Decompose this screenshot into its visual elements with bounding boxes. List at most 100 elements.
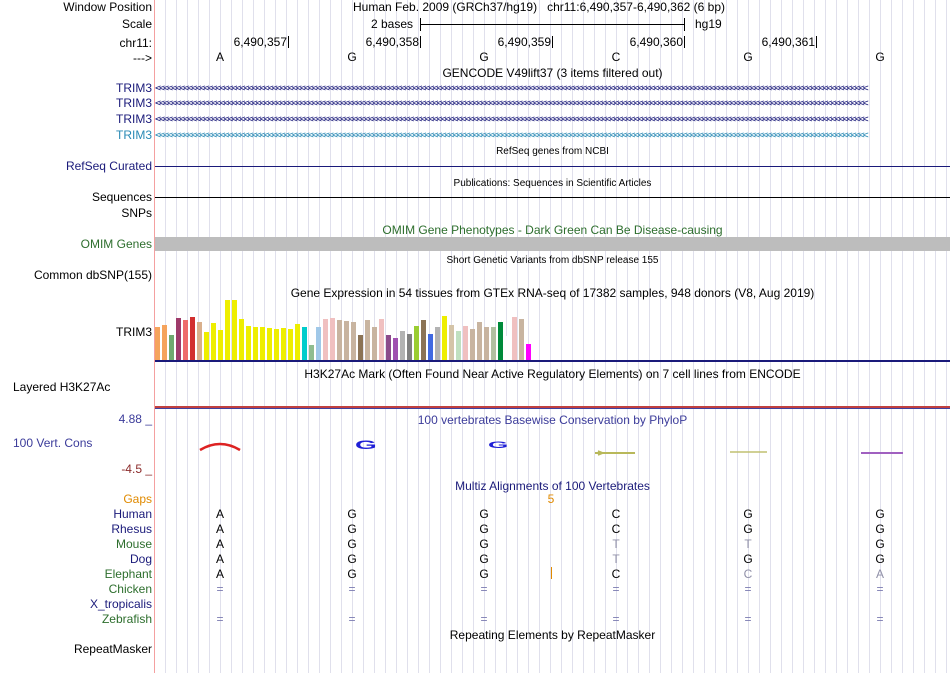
gencode-track-title[interactable]: GENCODE V49lift37 (3 items filtered out) [442,66,663,80]
gencode-intron-arrows[interactable]: <<<<<<<<<<<<<<<<<<<<<<<<<<<<<<<<<<<<<<<<… [155,84,869,93]
gtex-tissue-bar[interactable] [176,318,181,360]
multiz-track-title[interactable]: Multiz Alignments of 100 Vertebrates [455,479,650,493]
gtex-tissue-bar[interactable] [225,300,230,360]
gtex-tissue-bar[interactable] [421,320,426,360]
gtex-tissue-bar[interactable] [470,329,475,360]
h3k27ac-label[interactable]: Layered H3K27Ac [13,380,111,394]
species-label[interactable]: Dog [129,552,152,566]
snps-label[interactable]: SNPs [121,206,152,220]
gtex-tissue-bar[interactable] [456,331,461,360]
sequences-label[interactable]: Sequences [91,190,152,204]
gtex-tissue-bar[interactable] [442,316,447,360]
gtex-tissue-bar[interactable] [365,320,370,360]
dbsnp-track-title[interactable]: Short Genetic Variants from dbSNP releas… [446,255,659,266]
alignment-base: G [347,537,357,551]
gencode-gene-label[interactable]: TRIM3 [116,96,152,110]
gtex-tissue-bar[interactable] [204,332,209,360]
gtex-tissue-bar[interactable] [512,317,517,360]
gtex-tissue-bar[interactable] [428,334,433,360]
omim-label[interactable]: OMIM Genes [80,237,152,251]
gtex-tissue-bar[interactable] [344,321,349,360]
alignment-base: G [743,507,753,521]
gtex-tissue-bar[interactable] [155,327,160,360]
gtex-tissue-bar[interactable] [169,335,174,360]
gtex-tissue-bar[interactable] [407,334,412,360]
h3k27ac-track-title[interactable]: H3K27Ac Mark (Often Found Near Active Re… [304,367,801,381]
gtex-tissue-bar[interactable] [477,322,482,360]
gtex-tissue-bar[interactable] [463,326,468,360]
gtex-track-title[interactable]: Gene Expression in 54 tissues from GTEx … [290,286,815,300]
gtex-tissue-bar[interactable] [274,329,279,360]
species-label[interactable]: Rhesus [111,522,152,536]
phylop-label[interactable]: 100 Vert. Cons [13,436,93,450]
gtex-tissue-bar[interactable] [239,319,244,360]
gtex-tissue-bar[interactable] [190,317,195,360]
species-label[interactable]: Mouse [115,537,152,551]
coord-tick [684,36,685,48]
gtex-tissue-bar[interactable] [484,327,489,360]
alignment-base: G [347,522,357,536]
gtex-tissue-bar[interactable] [505,336,510,360]
gtex-tissue-bar[interactable] [183,320,188,360]
refseq-label[interactable]: RefSeq Curated [65,159,152,173]
gtex-tissue-bar[interactable] [400,331,405,360]
gtex-tissue-bar[interactable] [218,330,223,360]
gtex-gene-label[interactable]: TRIM3 [116,325,152,339]
gtex-tissue-bar[interactable] [337,320,342,360]
repeatmasker-track-title[interactable]: Repeating Elements by RepeatMasker [449,628,656,642]
gtex-tissue-bar[interactable] [309,345,314,360]
gtex-tissue-bar[interactable] [197,322,202,360]
gtex-tissue-bar[interactable] [526,344,531,360]
phylop-track-title[interactable]: 100 vertebrates Basewise Conservation by… [417,413,688,427]
alignment-base: G [347,567,357,581]
refseq-gene-line[interactable] [155,166,950,167]
gtex-tissue-bar[interactable] [414,326,419,360]
gtex-tissue-bar[interactable] [232,300,237,360]
publications-track-title[interactable]: Publications: Sequences in Scientific Ar… [453,178,652,189]
gtex-tissue-bar[interactable] [372,327,377,360]
omim-track-title[interactable]: OMIM Gene Phenotypes - Dark Green Can Be… [382,223,723,237]
dbsnp-label[interactable]: Common dbSNP(155) [33,268,152,282]
gtex-tissue-bar[interactable] [330,318,335,360]
gtex-tissue-bar[interactable] [267,328,272,360]
gtex-tissue-bar[interactable] [323,319,328,360]
gtex-tissue-bar[interactable] [386,335,391,360]
species-label[interactable]: X_tropicalis [89,597,152,611]
gtex-tissue-bar[interactable] [358,335,363,360]
gtex-tissue-bar[interactable] [295,324,300,360]
gencode-intron-arrows[interactable]: <<<<<<<<<<<<<<<<<<<<<<<<<<<<<<<<<<<<<<<<… [155,131,869,140]
gtex-tissue-bar[interactable] [302,327,307,360]
gtex-tissue-bar[interactable] [435,327,440,360]
alignment-base: C [611,567,621,581]
gtex-tissue-bar[interactable] [253,327,258,360]
gtex-tissue-bar[interactable] [211,323,216,360]
refseq-track-title[interactable]: RefSeq genes from NCBI [496,146,609,157]
gtex-tissue-bar[interactable] [246,326,251,360]
gtex-tissue-bar[interactable] [449,325,454,360]
gencode-gene-label[interactable]: TRIM3 [116,128,152,142]
species-label[interactable]: Elephant [104,567,152,581]
gencode-intron-arrows[interactable]: <<<<<<<<<<<<<<<<<<<<<<<<<<<<<<<<<<<<<<<<… [155,99,869,108]
gtex-tissue-bar[interactable] [351,322,356,360]
gencode-gene-label[interactable]: TRIM3 [116,81,152,95]
gencode-intron-arrows[interactable]: <<<<<<<<<<<<<<<<<<<<<<<<<<<<<<<<<<<<<<<<… [155,115,869,124]
gtex-tissue-bar[interactable] [519,319,524,360]
gtex-tissue-bar[interactable] [281,328,286,360]
gtex-tissue-bar[interactable] [316,327,321,360]
species-label[interactable]: Human [113,507,152,521]
gtex-bar-chart[interactable] [155,300,535,360]
gtex-tissue-bar[interactable] [379,319,384,360]
gtex-tissue-bar[interactable] [491,327,496,360]
omim-feature-bar[interactable] [155,237,950,251]
gtex-tissue-bar[interactable] [260,327,265,360]
repeatmasker-label[interactable]: RepeatMasker [73,642,152,656]
gtex-tissue-bar[interactable] [393,338,398,360]
publications-line[interactable] [155,197,950,198]
species-label[interactable]: Zebrafish [101,612,152,626]
phylop-logo-plot[interactable]: G G [155,432,950,462]
gtex-tissue-bar[interactable] [162,325,167,360]
species-label[interactable]: Chicken [108,582,152,596]
gtex-tissue-bar[interactable] [288,329,293,360]
gencode-gene-label[interactable]: TRIM3 [116,112,152,126]
gtex-tissue-bar[interactable] [498,322,503,360]
